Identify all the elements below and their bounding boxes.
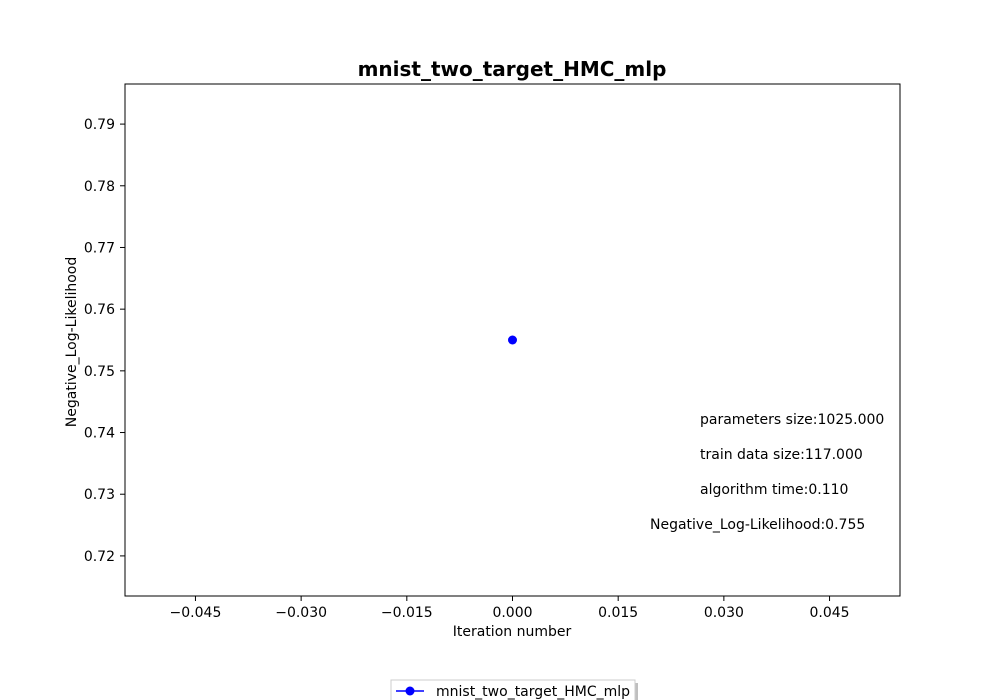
y-tick-label: 0.73 — [84, 487, 115, 503]
x-tick-label: −0.045 — [170, 605, 222, 621]
x-tick-label: −0.015 — [381, 605, 433, 621]
x-tick-label: 0.045 — [809, 605, 849, 621]
x-axis-ticks: −0.045 −0.030 −0.015 0.000 0.015 0.030 0.045 — [170, 596, 850, 621]
x-tick-label: 0.015 — [598, 605, 638, 621]
y-tick-label: 0.76 — [84, 302, 115, 318]
y-axis-ticks: 0.72 0.73 0.74 0.75 0.76 0.77 0.78 0.79 — [84, 117, 125, 565]
legend-box — [390, 679, 636, 700]
x-tick-label: −0.030 — [275, 605, 327, 621]
x-axis-label: Iteration number — [453, 624, 572, 640]
annotation-parameters-size: parameters size:1025.000 — [700, 412, 884, 428]
legend: mnist_two_target_HMC_mlp — [390, 679, 638, 700]
y-tick-label: 0.74 — [84, 426, 115, 442]
chart-title: mnist_two_target_HMC_mlp — [358, 57, 667, 81]
y-tick-label: 0.72 — [84, 549, 115, 565]
y-tick-label: 0.79 — [84, 117, 115, 133]
annotation-negative-log-likelihood: Negative_Log-Likelihood:0.755 — [650, 517, 865, 533]
data-point — [508, 335, 517, 345]
y-tick-label: 0.77 — [84, 240, 115, 256]
legend-marker — [405, 686, 415, 696]
legend-entry-label: mnist_two_target_HMC_mlp — [436, 684, 630, 700]
y-tick-label: 0.78 — [84, 179, 115, 195]
y-axis-label: Negative_Log-Likelihood — [64, 257, 80, 427]
data-points — [508, 335, 517, 345]
x-tick-label: 0.000 — [492, 605, 532, 621]
x-tick-label: 0.030 — [704, 605, 744, 621]
y-tick-label: 0.75 — [84, 364, 115, 380]
annotation-algorithm-time: algorithm time:0.110 — [700, 482, 848, 498]
annotation-train-data-size: train data size:117.000 — [700, 447, 863, 463]
